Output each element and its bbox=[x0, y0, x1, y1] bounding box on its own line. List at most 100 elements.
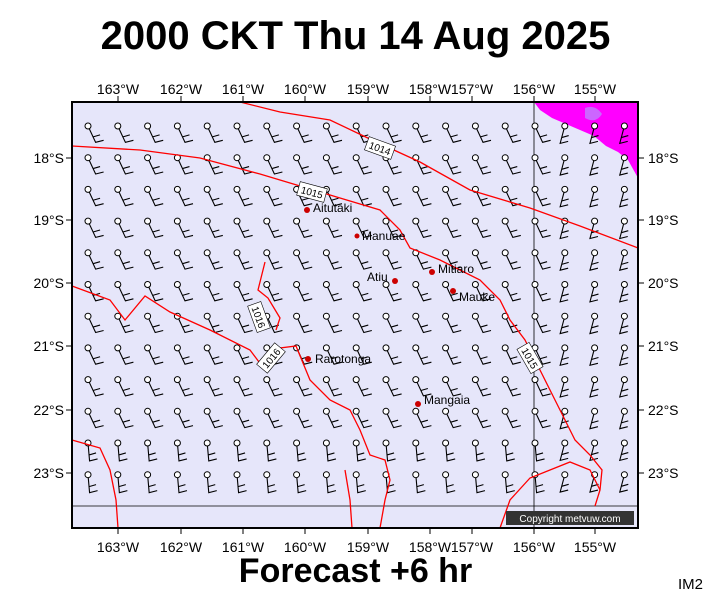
wind-barb bbox=[263, 249, 283, 270]
wind-barb bbox=[114, 471, 128, 494]
wind-barb bbox=[144, 249, 164, 270]
place-marker bbox=[392, 278, 398, 284]
place-label: Mitiaro bbox=[438, 262, 474, 276]
place-label: Manuae bbox=[362, 229, 406, 243]
wind-barb bbox=[173, 407, 194, 429]
wind-barb bbox=[173, 344, 194, 365]
wind-barb bbox=[531, 407, 551, 429]
lon-label: 156°W bbox=[513, 539, 556, 555]
place-label: Mangaia bbox=[424, 393, 470, 407]
lat-label: 21°S bbox=[33, 338, 64, 354]
wind-barb bbox=[263, 217, 283, 239]
wind-barb bbox=[412, 439, 426, 462]
wind-barb bbox=[173, 122, 194, 143]
wind-barb bbox=[501, 185, 521, 207]
wind-barb bbox=[322, 471, 337, 494]
wind-barb bbox=[412, 185, 432, 207]
wind-barb bbox=[173, 217, 194, 239]
wind-barb bbox=[618, 376, 629, 398]
wind-barb bbox=[114, 185, 134, 207]
lon-label: 158°W bbox=[409, 539, 452, 555]
wind-barb bbox=[263, 439, 277, 462]
wind-barb bbox=[352, 312, 372, 334]
wind-barb bbox=[84, 344, 104, 365]
wind-barb bbox=[352, 344, 372, 365]
copyright-text: Copyright metvuw.com bbox=[519, 514, 620, 525]
lon-label: 162°W bbox=[160, 539, 203, 555]
wind-barb bbox=[84, 122, 104, 143]
places: Aitutaki Manuae Mitiaro Atiu Mauke Rarot… bbox=[304, 201, 495, 407]
wind-barb bbox=[618, 185, 629, 208]
wind-barb bbox=[84, 185, 104, 207]
wind-barb bbox=[293, 154, 313, 175]
wind-barb bbox=[233, 471, 247, 494]
wind-barb bbox=[589, 154, 599, 176]
wind-barb bbox=[618, 122, 629, 145]
wind-barb bbox=[442, 185, 462, 207]
wind-barb bbox=[114, 281, 134, 302]
wind-barb bbox=[501, 249, 521, 270]
wind-barb bbox=[382, 376, 402, 397]
wind-barb bbox=[203, 439, 217, 462]
wind-barb bbox=[412, 407, 432, 429]
wind-barb bbox=[412, 376, 432, 397]
wind-barb bbox=[114, 439, 128, 462]
wind-barb bbox=[442, 249, 462, 270]
wind-barb bbox=[322, 407, 343, 429]
wind-barb bbox=[531, 185, 551, 207]
axis-ticks bbox=[66, 96, 644, 534]
lon-label: 160°W bbox=[284, 81, 327, 97]
wind-barb bbox=[144, 471, 158, 494]
wind-barb bbox=[203, 281, 223, 302]
wind-barb bbox=[618, 312, 629, 335]
wind-barb bbox=[322, 312, 343, 334]
wind-barb bbox=[618, 471, 629, 493]
wind-barb bbox=[501, 344, 521, 365]
wind-barb bbox=[442, 439, 456, 462]
lat-labels-left: 18°S 19°S 20°S 21°S 22°S 23°S bbox=[33, 150, 64, 481]
wind-barb bbox=[322, 439, 337, 462]
wind-barb bbox=[352, 185, 372, 207]
wind-barb bbox=[442, 122, 462, 143]
wind-barb bbox=[618, 249, 629, 271]
wind-barb bbox=[293, 312, 313, 334]
lon-labels-bottom: 163°W 162°W 161°W 160°W 159°W 158°W 157°… bbox=[97, 539, 617, 555]
lat-label: 18°S bbox=[33, 150, 64, 166]
place-label: Rarotonga bbox=[315, 352, 371, 366]
wind-barb bbox=[531, 312, 551, 334]
wind-barb bbox=[589, 281, 599, 303]
isobar-line bbox=[71, 439, 119, 529]
lon-labels-top: 163°W 162°W 161°W 160°W 159°W 158°W 157°… bbox=[97, 81, 617, 97]
wind-barb bbox=[618, 407, 629, 430]
map-title: 2000 CKT Thu 14 Aug 2025 bbox=[100, 14, 611, 58]
wind-barb bbox=[471, 471, 486, 494]
wind-barb bbox=[559, 471, 569, 493]
wind-barb bbox=[618, 217, 629, 240]
wind-barb bbox=[293, 217, 313, 239]
wind-barb bbox=[203, 249, 223, 270]
pressure-shading bbox=[534, 102, 638, 178]
wind-barb bbox=[352, 376, 372, 397]
wind-barb bbox=[203, 217, 223, 239]
wind-barb bbox=[471, 344, 492, 365]
wind-barb bbox=[322, 344, 343, 365]
wind-barb bbox=[263, 154, 283, 175]
wind-barb bbox=[173, 154, 194, 175]
isobar-line bbox=[257, 261, 281, 331]
place-marker bbox=[305, 356, 311, 362]
wind-barb bbox=[531, 376, 551, 397]
lon-label: 162°W bbox=[160, 81, 203, 97]
wind-barb bbox=[114, 312, 134, 334]
wind-barb bbox=[442, 154, 462, 175]
wind-barb bbox=[501, 471, 515, 494]
lon-label: 159°W bbox=[347, 81, 390, 97]
wind-barb bbox=[559, 407, 569, 430]
wind-barb bbox=[322, 249, 343, 270]
wind-barb bbox=[501, 407, 521, 429]
place-marker bbox=[429, 269, 435, 275]
wind-barb bbox=[501, 439, 515, 462]
wind-barb bbox=[382, 185, 402, 207]
wind-barb bbox=[382, 281, 402, 302]
wind-barb bbox=[559, 439, 569, 462]
wind-barb bbox=[84, 407, 104, 429]
